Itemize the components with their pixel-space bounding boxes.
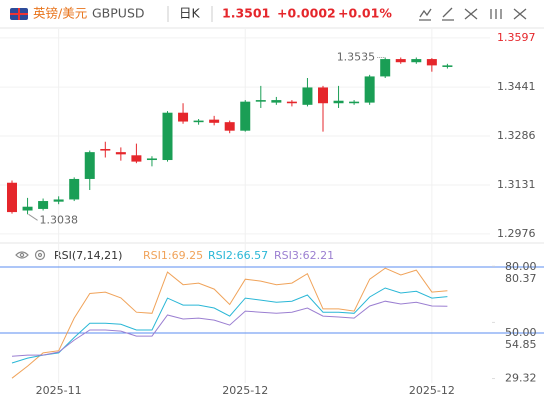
candle-body <box>7 182 17 213</box>
candle-body <box>69 178 80 200</box>
candle-body <box>22 206 33 211</box>
change: +0.0002 <box>277 6 336 21</box>
legend-label: RSI2:66.57 <box>208 249 268 262</box>
candle-body <box>442 65 453 67</box>
level-label: 80.00 <box>505 260 537 273</box>
candle-body <box>131 155 142 162</box>
candle-body <box>286 101 297 104</box>
candle-body <box>193 120 204 123</box>
rsi-line <box>11 300 448 357</box>
y-tick-label: 1.3131 <box>497 178 536 191</box>
eye-icon[interactable] <box>15 251 29 259</box>
price: 1.3501 <box>222 6 270 21</box>
candle-body <box>255 100 266 102</box>
x-tick-label: 2025-12 <box>222 384 268 397</box>
candle-body <box>271 100 282 103</box>
x-tick-label: 2025-11 <box>36 384 82 397</box>
symbol: GBPUSD <box>92 6 145 21</box>
change-pct: +0.01% <box>338 6 392 21</box>
y-tick-label: 80.37 <box>505 272 537 285</box>
candle-body <box>302 87 313 105</box>
legend-label: RSI3:62.21 <box>274 249 334 262</box>
candle-body <box>395 59 406 63</box>
y-tick-label: 1.2976 <box>497 227 536 240</box>
candle-body <box>349 101 360 104</box>
min-marker <box>28 213 38 221</box>
max-label: 1.3535 <box>337 50 376 63</box>
y-tick-label: 1.3286 <box>497 129 536 142</box>
settings-icon[interactable] <box>490 9 502 19</box>
gear-icon[interactable] <box>34 249 46 261</box>
indicator-icon[interactable] <box>464 8 478 20</box>
draw-tool-icon[interactable] <box>442 7 454 21</box>
y-tick-label: 1.3441 <box>497 80 536 93</box>
candle-body <box>364 76 375 103</box>
candle-body <box>53 199 64 202</box>
rsi-line <box>11 267 448 379</box>
y-tick-label: 29.32 <box>505 372 537 385</box>
pair-name: 英镑/美元 <box>33 6 87 21</box>
x-tick-label: 2025-12 <box>409 384 455 397</box>
line-tool-icon[interactable] <box>419 8 432 21</box>
candle-body <box>318 87 328 104</box>
legend-label: RSI1:69.25 <box>143 249 203 262</box>
candle-body <box>209 119 220 123</box>
candle-body <box>240 101 251 131</box>
candle-body <box>38 201 49 209</box>
candle-body <box>333 100 344 104</box>
candle-body <box>426 59 437 66</box>
candle-body <box>178 112 189 122</box>
period[interactable]: 日K <box>179 6 201 21</box>
candle-body <box>84 152 95 179</box>
candle-body <box>162 112 173 161</box>
candle-body <box>100 148 111 151</box>
y-tick-label: 1.3597 <box>497 31 536 44</box>
candle-body <box>380 59 391 77</box>
rsi-title: RSI(7,14,21) <box>54 249 122 262</box>
fullscreen-icon[interactable] <box>513 8 527 20</box>
y-tick-label: 54.85 <box>505 338 537 351</box>
rsi-line <box>11 287 448 364</box>
candle-body <box>411 59 422 63</box>
min-label: 1.3038 <box>40 213 79 226</box>
candle-body <box>115 152 126 155</box>
candle-body <box>146 158 157 161</box>
level-label: 50.00 <box>505 326 537 339</box>
candle-body <box>224 122 235 131</box>
flag-icon <box>10 8 28 20</box>
